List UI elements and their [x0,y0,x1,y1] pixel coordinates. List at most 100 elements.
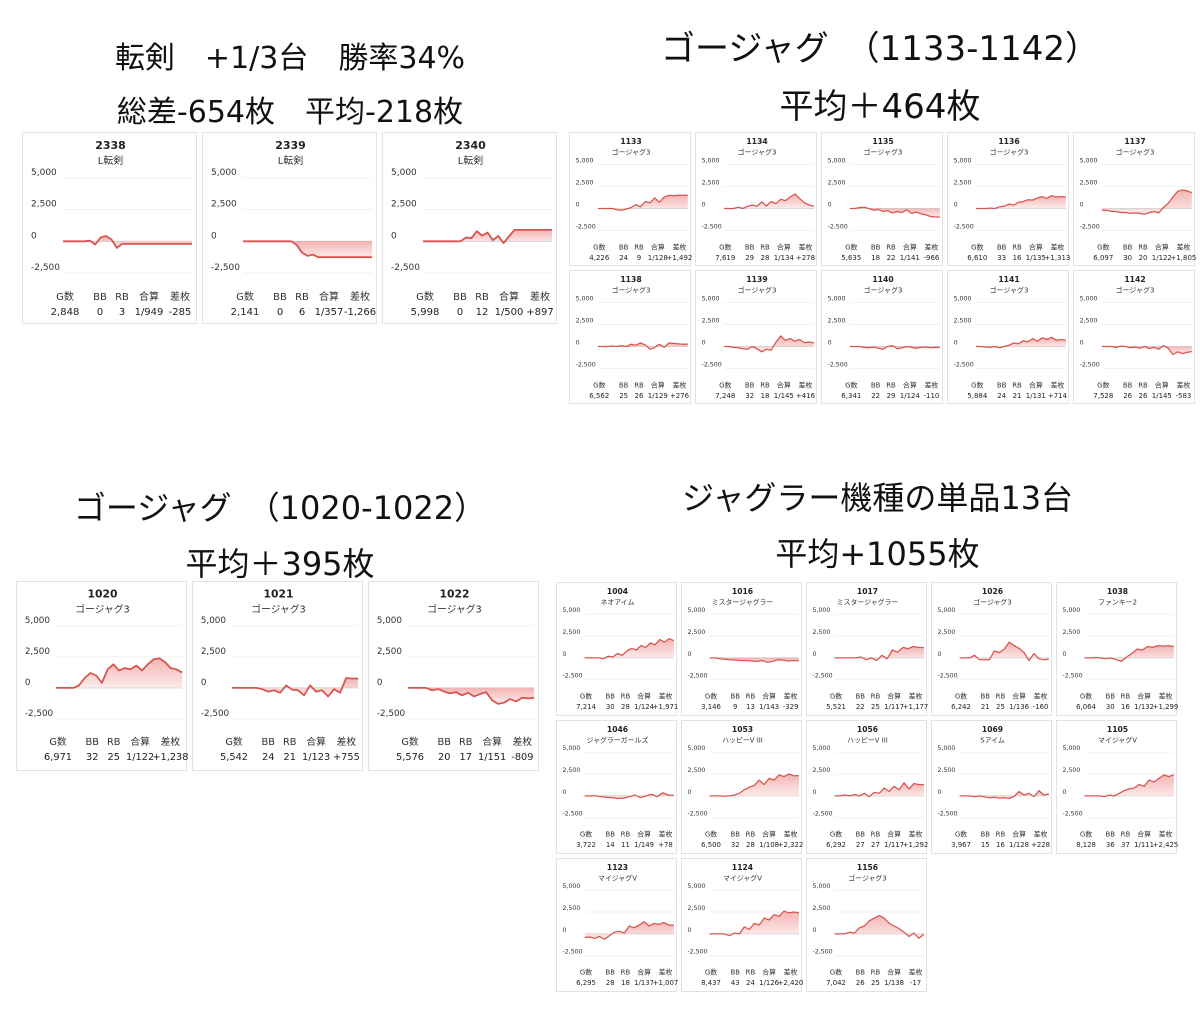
stat-header: 差枚 [170,290,190,303]
machine-card[interactable]: 1138 ゴージャグ3 5,000 2,500 0 -2,500 G数 BB RB 合算 差枚 6,5… [569,270,691,404]
stat-value: 16 [1013,254,1022,262]
machine-card[interactable]: 1020 ゴージャグ3 5,000 2,500 0 -2,500 G数 BB RB 合算 差枚 6,9… [16,581,188,771]
stat-header: RB [871,968,881,976]
machine-card[interactable]: 1137 ゴージャグ3 5,000 2,500 0 -2,500 G数 BB RB 合算 差枚 6,0… [1073,132,1196,266]
y-tick-label: 5,000 [576,157,594,164]
machine-number: 1134 [746,137,767,146]
stat-header: 合算 [903,242,917,251]
stat-value: 27 [871,841,880,849]
stat-header: 差枚 [784,691,798,700]
heading-line: ジャグラー機種の単品13台 [681,479,1074,517]
y-tick-label: 5,000 [31,168,57,178]
machine-model: ハッピーV III [722,736,763,744]
stat-value: +2,425 [1153,841,1178,849]
machine-card[interactable]: 1038 ファンキー2 5,000 2,500 0 -2,500 G数 BB RB 合算 差枚 6,0… [1056,582,1178,716]
machine-card[interactable]: 1135 ゴージャグ3 5,000 2,500 0 -2,500 G数 BB RB 合算 差枚 5,6… [821,132,943,266]
machine-card[interactable]: 1069 Sアイム 5,000 2,500 0 -2,500 G数 BB RB 合算 差枚 3,967… [931,720,1052,854]
y-tick-label: -2,500 [954,224,974,231]
stat-value: +897 [526,307,553,318]
stat-header: 差枚 [672,380,686,389]
machine-graph-svg: 1135 ゴージャグ3 5,000 2,500 0 -2,500 G数 BB RB 合算 差枚 5,6… [828,137,940,262]
y-tick-label: 2,500 [813,629,831,636]
graph-area [232,678,359,697]
y-tick-label: 2,500 [576,179,594,186]
stat-header: 差枚 [1176,380,1190,389]
stat-header: 合算 [903,380,917,389]
stat-value: 25 [996,703,1005,711]
stat-header: 合算 [319,290,339,303]
machine-card[interactable]: 1142 ゴージャグ3 5,000 2,500 0 -2,500 G数 BB RB 合算 差枚 7,5… [1073,270,1195,404]
machine-number: 1046 [607,725,628,734]
y-tick-label: 2,500 [563,767,581,774]
y-tick-label: 2,500 [31,200,57,210]
machine-model: マイジャグV [1098,735,1137,744]
machine-number: 1016 [732,587,753,596]
y-tick-label: -2,500 [828,362,848,369]
machine-card[interactable]: 1136 ゴージャグ3 5,000 2,500 0 -2,500 G数 BB RB 合算 差枚 6,6… [947,132,1070,266]
y-tick-label: 5,000 [813,607,831,614]
stat-value: 14 [606,841,615,849]
machine-model: ネオアイム [600,598,634,606]
y-tick-label: 5,000 [563,883,581,890]
stat-value: 22 [887,254,896,262]
machine-card[interactable]: 2339 L転剣 5,000 2,500 0 -2,500 G数 BB RB 合算 差枚 2,141 0… [202,132,377,324]
stat-header: BB [855,968,865,976]
graph-area [1101,190,1192,215]
stat-header: G数 [593,242,605,251]
stat-header: G数 [971,380,983,389]
machine-card[interactable]: 1056 ハッピーV III 5,000 2,500 0 -2,500 G数 BB RB 合算 差枚… [806,720,928,854]
graph-line [834,914,925,939]
stat-value: 28 [746,841,755,849]
machine-card[interactable]: 1124 マイジャグV 5,000 2,500 0 -2,500 G数 BB RB 合算 差枚 8,4… [681,858,803,992]
stat-header: BB [1105,830,1115,838]
machine-card[interactable]: 1133 ゴージャグ3 5,000 2,500 0 -2,500 G数 BB RB 合算 差枚 4,2… [569,132,692,266]
y-tick-label: 5,000 [813,883,831,890]
stat-header: 合算 [777,242,791,251]
y-tick-label: 5,000 [938,607,956,614]
machine-card[interactable]: 1123 マイジャグV 5,000 2,500 0 -2,500 G数 BB RB 合算 差枚 6,2… [556,858,678,992]
y-tick-label: 5,000 [391,168,417,178]
machine-card[interactable]: 1026 ゴージャグ3 5,000 2,500 0 -2,500 G数 BB RB 合算 差枚 6,2… [931,582,1052,716]
stat-header: RB [746,692,756,700]
stat-header: 合算 [637,691,651,700]
stat-value: 1/122 [1152,254,1172,262]
machine-card[interactable]: 1004 ネオアイム 5,000 2,500 0 -2,500 G数 BB RB 合算 差枚 7,21… [556,582,678,716]
machine-model: L転剣 [98,155,124,167]
graph-area [834,915,924,939]
stat-header: RB [746,968,756,976]
y-tick-label: -2,500 [377,709,405,719]
machine-card[interactable]: 1021 ゴージャグ3 5,000 2,500 0 -2,500 G数 BB RB 合算 差枚 5,5… [192,581,363,771]
stat-header: RB [621,968,631,976]
machine-card[interactable]: 1156 ゴージャグ3 5,000 2,500 0 -2,500 G数 BB RB 合算 差枚 7,0… [806,858,927,992]
machine-card[interactable]: 1053 ハッピーV III 5,000 2,500 0 -2,500 G数 BB RB 合算 差枚… [681,720,803,854]
machine-card[interactable]: 1017 ミスタージャグラー 5,000 2,500 0 -2,500 G数 BB RB 合算 差枚… [806,582,928,716]
stat-header: G数 [416,290,434,303]
y-tick-label: 5,000 [563,745,581,752]
machine-card[interactable]: 1139 ゴージャグ3 5,000 2,500 0 -2,500 G数 BB RB 合算 差枚 7,2… [695,270,817,404]
graph-area [709,911,799,936]
stat-value: 27 [856,841,865,849]
machine-card[interactable]: 1141 ゴージャグ3 5,000 2,500 0 -2,500 G数 BB RB 合算 差枚 5,8… [947,270,1069,404]
stat-header: RB [459,737,473,748]
machine-number: 1053 [732,725,753,734]
stat-header: 差枚 [924,242,938,251]
graph-line [959,789,1050,800]
machine-graph-svg: 1133 ゴージャグ3 5,000 2,500 0 -2,500 G数 BB RB 合算 差枚 4,2… [576,137,692,262]
machine-card[interactable]: 1105 マイジャグV 5,000 2,500 0 -2,500 G数 BB RB 合算 差枚 8,1… [1056,720,1178,854]
machine-card[interactable]: 1046 ジャグラーガールズ 5,000 2,500 0 -2,500 G数 BB RB 合算 差枚… [556,720,677,854]
machine-card[interactable]: 2340 L転剣 5,000 2,500 0 -2,500 G数 BB RB 合算 差枚 5,998 0… [382,132,557,324]
stat-value: 5,635 [841,254,861,262]
machine-card[interactable]: 1016 ミスタージャグラー 5,000 2,500 0 -2,500 G数 BB RB 合算 差枚… [681,582,802,716]
heading-line: 平均＋395枚 [185,545,375,583]
machine-graph-svg: 2338 L転剣 5,000 2,500 0 -2,500 G数 BB RB 合算 差枚 2,848 0… [31,139,192,318]
graph-area [597,343,688,350]
machine-card[interactable]: 1134 ゴージャグ3 5,000 2,500 0 -2,500 G数 BB RB 合算 差枚 7,6… [695,132,817,266]
machine-model: ミスタージャグラー [837,597,899,606]
machine-card[interactable]: 1022 ゴージャグ3 5,000 2,500 0 -2,500 G数 BB RB 合算 差枚 5,5… [368,581,539,771]
stat-value: +2,420 [778,979,803,987]
machine-card[interactable]: 1140 ゴージャグ3 5,000 2,500 0 -2,500 G数 BB RB 合算 差枚 6,3… [821,270,943,404]
machine-card[interactable]: 2338 L転剣 5,000 2,500 0 -2,500 G数 BB RB 合算 差枚 2,848 0… [22,132,197,324]
machine-model: ハッピーV III [847,736,888,744]
